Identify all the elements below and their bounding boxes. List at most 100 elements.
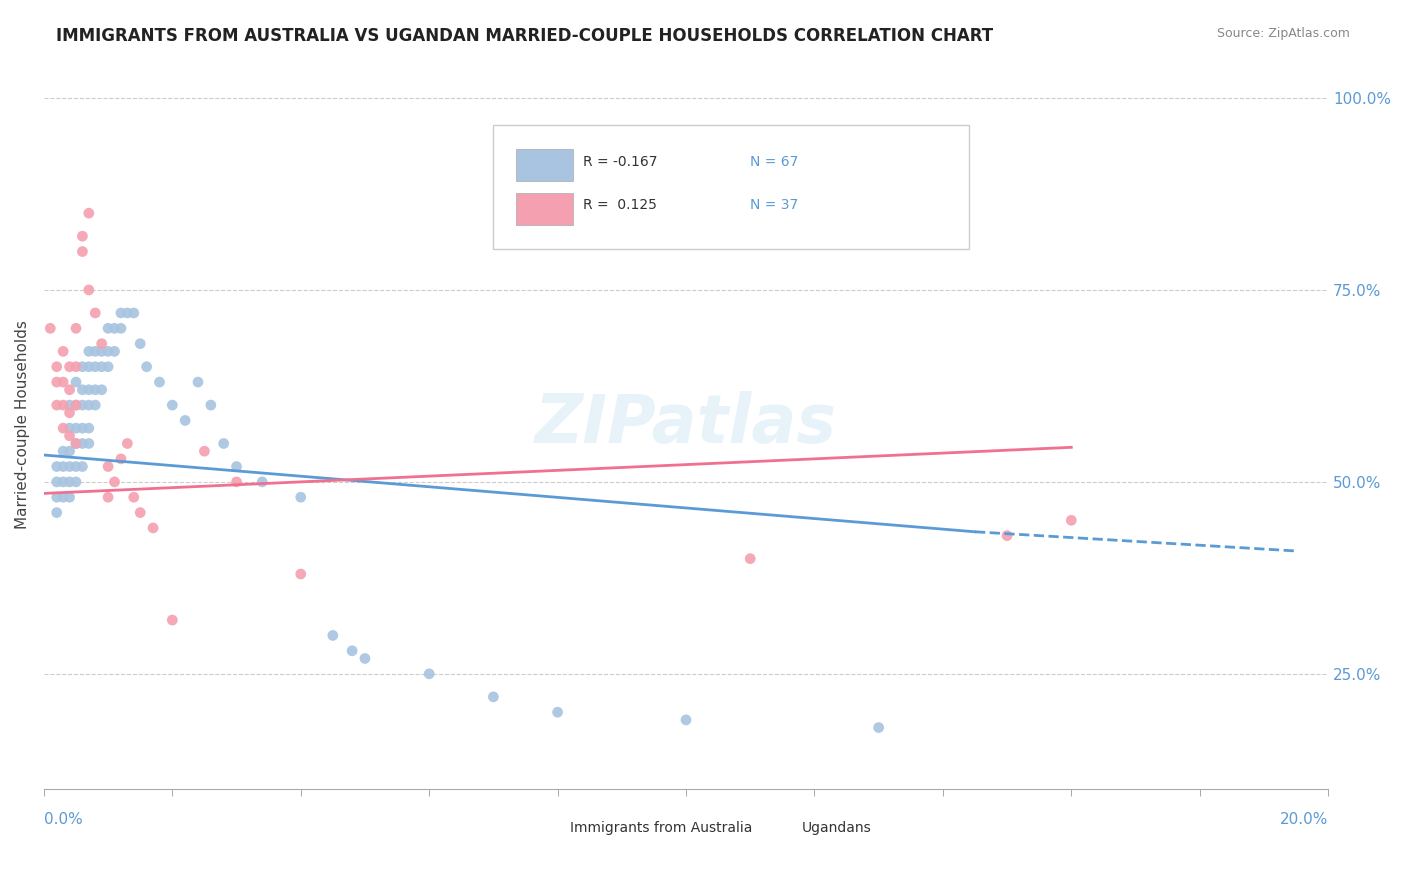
Point [117, 306, 139, 320]
Bar [763, 818, 796, 837]
Point [77, 359, 100, 374]
Point [225, 475, 247, 489]
Point [65, 459, 87, 474]
Point [77, 383, 100, 397]
Point [1060, 513, 1083, 527]
Point [675, 713, 697, 727]
Point [58, 398, 80, 412]
Point [340, 644, 363, 658]
Point [90, 359, 112, 374]
Point [65, 398, 87, 412]
Text: 20.0%: 20.0% [1279, 812, 1329, 827]
Point [90, 344, 112, 359]
Point [84, 359, 107, 374]
Point [72, 436, 94, 450]
Point [110, 321, 132, 335]
Point [72, 359, 94, 374]
Point [58, 406, 80, 420]
Point [72, 383, 94, 397]
Point [65, 475, 87, 489]
Text: IMMIGRANTS FROM AUSTRALIA VS UGANDAN MARRIED-COUPLE HOUSEHOLDS CORRELATION CHART: IMMIGRANTS FROM AUSTRALIA VS UGANDAN MAR… [56, 27, 994, 45]
Point [45, 459, 67, 474]
Point [65, 321, 87, 335]
Point [72, 229, 94, 244]
Point [52, 444, 75, 458]
Point [103, 344, 125, 359]
Text: Ugandans: Ugandans [801, 821, 872, 835]
Point [148, 375, 170, 389]
Point [354, 651, 377, 665]
Point [72, 244, 94, 259]
Point [90, 383, 112, 397]
Point [290, 567, 312, 582]
Point [52, 475, 75, 489]
Point [162, 613, 184, 627]
Point [110, 306, 132, 320]
Point [103, 475, 125, 489]
Point [135, 359, 157, 374]
Point [58, 475, 80, 489]
Point [45, 475, 67, 489]
Point [84, 344, 107, 359]
Point [65, 375, 87, 389]
Point [52, 421, 75, 435]
Point [122, 306, 145, 320]
Point [97, 490, 120, 504]
Point [65, 398, 87, 412]
Point [740, 551, 762, 566]
Point [84, 306, 107, 320]
Point [90, 336, 112, 351]
Point [250, 475, 273, 489]
Text: ZIPatlas: ZIPatlas [536, 392, 837, 458]
Point [58, 490, 80, 504]
Point [290, 490, 312, 504]
Point [117, 436, 139, 450]
Point [58, 383, 80, 397]
Point [58, 359, 80, 374]
Text: N = 67: N = 67 [751, 154, 799, 169]
Point [58, 459, 80, 474]
Point [129, 506, 152, 520]
Point [212, 436, 235, 450]
Text: Source: ZipAtlas.com: Source: ZipAtlas.com [1216, 27, 1350, 40]
Text: Immigrants from Australia: Immigrants from Australia [571, 821, 752, 835]
Point [129, 336, 152, 351]
Point [52, 398, 75, 412]
Text: R = -0.167: R = -0.167 [583, 154, 658, 169]
Point [39, 321, 62, 335]
Point [122, 490, 145, 504]
FancyBboxPatch shape [516, 149, 574, 181]
Point [77, 436, 100, 450]
Point [65, 421, 87, 435]
Point [77, 206, 100, 220]
Point [84, 398, 107, 412]
Point [45, 506, 67, 520]
Point [162, 398, 184, 412]
Point [65, 436, 87, 450]
Point [174, 413, 197, 427]
FancyBboxPatch shape [494, 125, 969, 249]
Point [84, 383, 107, 397]
Point [52, 375, 75, 389]
Point [193, 444, 215, 458]
Point [45, 490, 67, 504]
Point [77, 398, 100, 412]
Point [77, 283, 100, 297]
Point [77, 344, 100, 359]
Point [200, 398, 222, 412]
Point [187, 375, 209, 389]
Point [418, 666, 440, 681]
Y-axis label: Married-couple Households: Married-couple Households [15, 320, 30, 529]
Text: 0.0%: 0.0% [44, 812, 83, 827]
Point [547, 705, 569, 719]
Point [65, 436, 87, 450]
Point [97, 344, 120, 359]
FancyBboxPatch shape [516, 193, 574, 225]
Point [225, 459, 247, 474]
Point [45, 359, 67, 374]
Text: N = 37: N = 37 [751, 199, 799, 212]
Point [45, 398, 67, 412]
Bar [531, 818, 564, 837]
Point [58, 421, 80, 435]
Point [72, 421, 94, 435]
